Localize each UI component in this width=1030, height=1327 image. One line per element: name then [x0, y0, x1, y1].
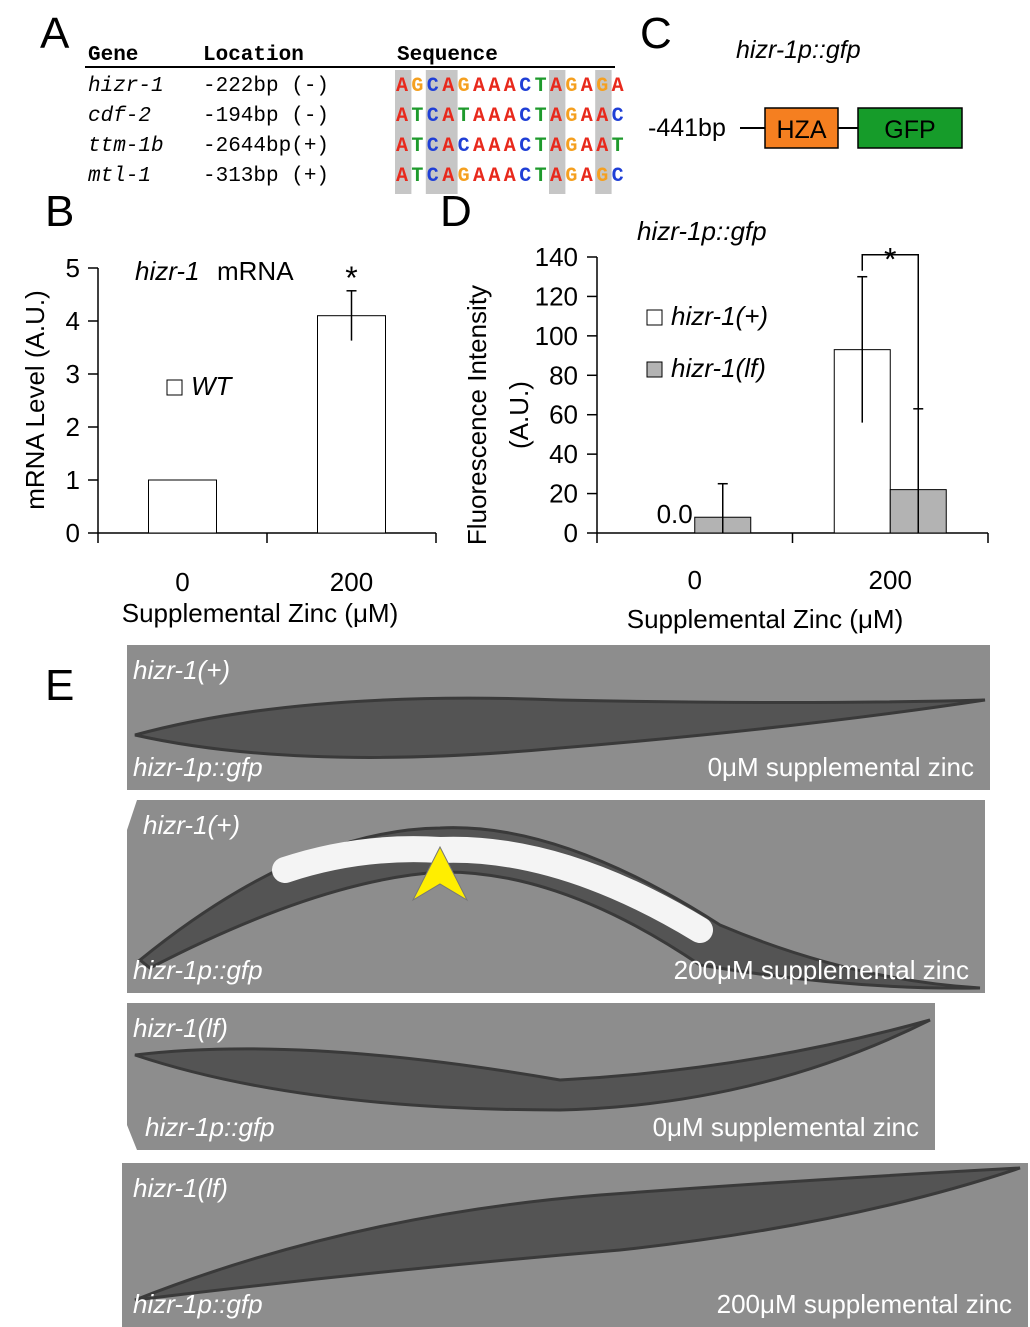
legend-swatch: [166, 379, 183, 396]
reporter-label: hizr-1p::gfp: [133, 752, 263, 782]
panel-letter: B: [45, 187, 74, 236]
x-axis-label: Supplemental Zinc (μM): [627, 604, 904, 634]
legend-label: WT: [191, 371, 234, 401]
panel-letter: C: [640, 9, 672, 58]
table-header: Sequence: [397, 44, 498, 67]
genotype-label: hizr-1(+): [143, 810, 240, 840]
worm: [134, 696, 986, 759]
significance-bracket: [861, 253, 919, 409]
reporter-label: hizr-1p::gfp: [145, 1112, 275, 1142]
construct-box: [857, 107, 963, 149]
chart-title: hizr-1p::gfp: [637, 216, 767, 246]
bar: [148, 479, 217, 534]
y-axis-label: mRNA Level (A.U.): [20, 290, 50, 510]
arrowhead: [411, 845, 469, 902]
condition-label: 200μM supplemental zinc: [674, 955, 969, 985]
worm: [134, 1018, 931, 1112]
panel-letter: E: [45, 661, 74, 710]
x-tick-label: 0: [688, 565, 702, 595]
bar: [317, 315, 386, 534]
gene-name: mtl-1: [88, 165, 151, 188]
location: -2644bp(+): [203, 135, 329, 158]
gene-name: ttm-1b: [88, 135, 164, 158]
y-tick-label: 120: [535, 281, 578, 311]
genotype-label: hizr-1(lf): [133, 1013, 228, 1043]
genotype-label: hizr-1(lf): [133, 1173, 228, 1203]
panel-letter: D: [440, 187, 472, 236]
significance-star: *: [345, 260, 357, 296]
box-label: GFP: [884, 116, 935, 144]
highlight-column: [595, 70, 612, 194]
genotype-label: hizr-1(+): [133, 655, 230, 685]
gene-name: cdf-2: [88, 105, 151, 128]
legend-label: hizr-1(lf): [671, 353, 766, 383]
y-tick-label: 5: [66, 253, 80, 283]
panel-letter: A: [40, 9, 70, 58]
table-header: Location: [203, 44, 304, 67]
y-tick-label: 40: [549, 439, 578, 469]
table-header: Gene: [88, 44, 138, 67]
location: -313bp (+): [203, 165, 329, 188]
y-tick-label: 140: [535, 242, 578, 272]
chart-title: mRNA: [217, 256, 294, 286]
y-axis-label: Fluorescence Intensity: [462, 285, 492, 545]
location: -194bp (-): [203, 105, 329, 128]
highlight-column: [549, 70, 566, 194]
gene-name: hizr-1: [88, 75, 164, 98]
highlight-column: [395, 70, 412, 194]
condition-label: 0μM supplemental zinc: [708, 752, 974, 782]
construct-title: hizr-1p::gfp: [736, 36, 861, 64]
value-label: 0.0: [657, 499, 693, 529]
y-axis-label: (A.U.): [504, 381, 534, 449]
gfp-signal: [272, 836, 713, 943]
chart-title: hizr-1: [135, 256, 200, 286]
legend-swatch: [646, 361, 663, 378]
condition-label: 0μM supplemental zinc: [653, 1112, 919, 1142]
x-tick-label: 200: [330, 567, 373, 597]
y-tick-label: 100: [535, 321, 578, 351]
significance-star: *: [884, 242, 896, 278]
box-label: HZA: [777, 116, 827, 144]
x-tick-label: 200: [869, 565, 912, 595]
construct-box: [764, 107, 839, 149]
condition-label: 200μM supplemental zinc: [717, 1289, 1012, 1319]
y-tick-label: 2: [66, 412, 80, 442]
highlight-column: [425, 70, 443, 194]
y-tick-label: 60: [549, 400, 578, 430]
micrographs: [122, 645, 1028, 1327]
y-tick-label: 20: [549, 479, 578, 509]
y-tick-label: 0: [66, 518, 80, 548]
legend-label: hizr-1(+): [671, 301, 768, 331]
x-tick-label: 0: [175, 567, 189, 597]
promoter-length: -441bp: [648, 114, 726, 142]
x-axis-label: Supplemental Zinc (μM): [122, 598, 399, 628]
y-tick-label: 80: [549, 360, 578, 390]
worm: [134, 1166, 1021, 1302]
legend-swatch: [646, 309, 663, 326]
y-tick-label: 4: [66, 306, 80, 336]
y-tick-label: 0: [564, 518, 578, 548]
highlight-column: [441, 70, 458, 194]
y-tick-label: 1: [66, 465, 80, 495]
y-tick-label: 3: [66, 359, 80, 389]
location: -222bp (-): [203, 75, 329, 98]
reporter-label: hizr-1p::gfp: [133, 955, 263, 985]
reporter-label: hizr-1p::gfp: [133, 1289, 263, 1319]
